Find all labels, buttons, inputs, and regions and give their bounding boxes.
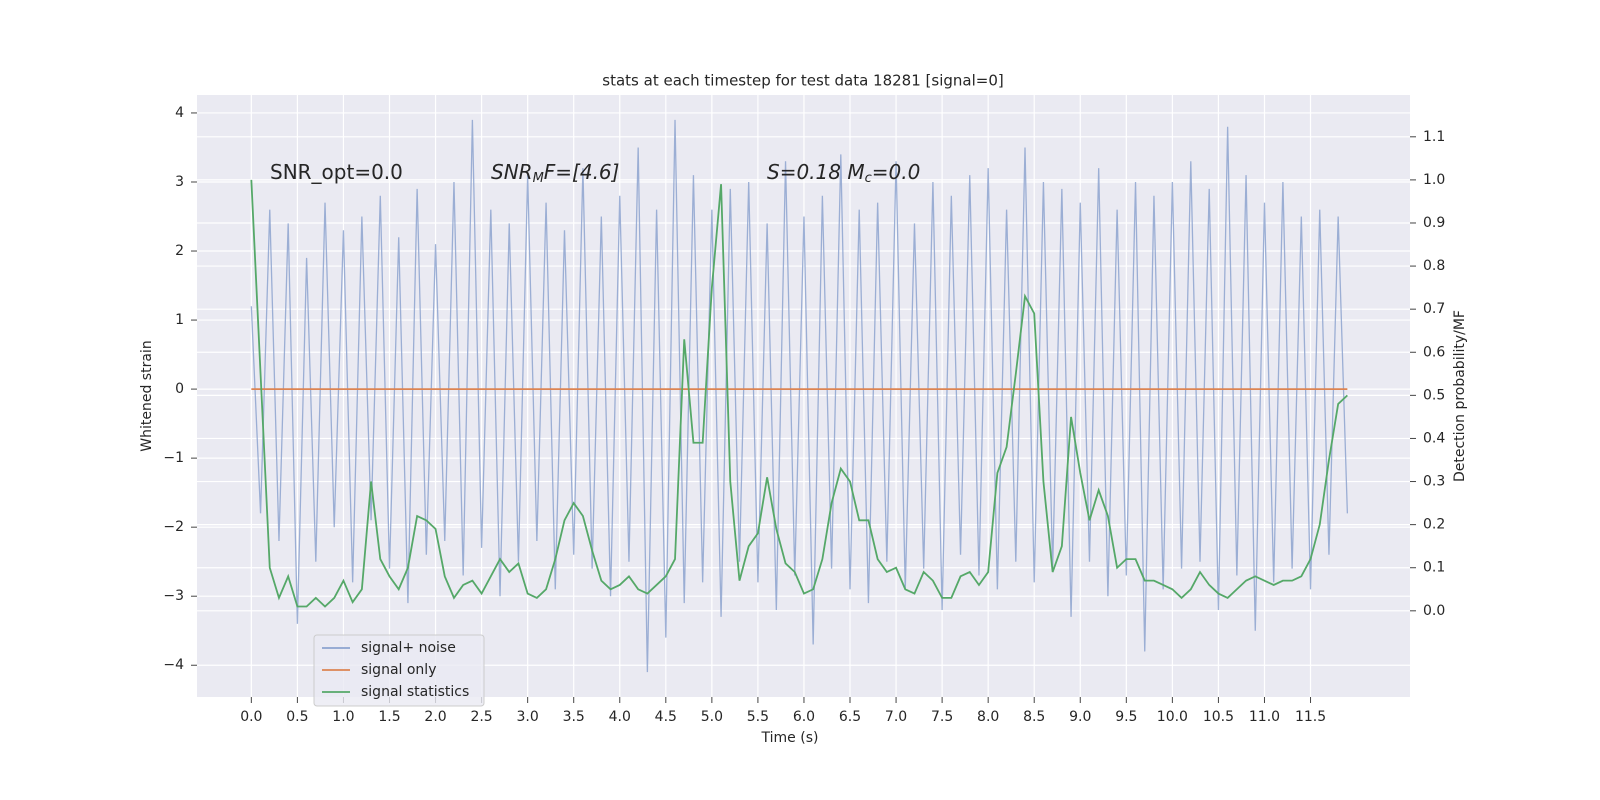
x-tick-label: 7.0 bbox=[885, 709, 907, 725]
series-line bbox=[250, 119, 1349, 673]
x-tick-label: 4.0 bbox=[609, 709, 631, 725]
x-tick-label: 10.0 bbox=[1157, 709, 1188, 725]
annotation-part: =0.0 bbox=[872, 160, 921, 184]
x-tick-label: 8.0 bbox=[977, 709, 999, 725]
annotation: S=0.18 Mc=0.0 bbox=[767, 160, 920, 186]
y2-tick-label: 0.2 bbox=[1423, 517, 1445, 533]
x-tick-label: 5.0 bbox=[701, 709, 723, 725]
x-tick-label: 5.5 bbox=[747, 709, 769, 725]
legend-label: signal+ noise bbox=[361, 640, 456, 656]
y2-tick-label: 0.1 bbox=[1423, 560, 1445, 576]
y-tick-label: 3 bbox=[175, 174, 184, 190]
legend-label: signal only bbox=[361, 662, 436, 678]
x-tick-label: 2.0 bbox=[424, 709, 446, 725]
x-tick-label: 8.5 bbox=[1023, 709, 1045, 725]
chart-title: stats at each timestep for test data 182… bbox=[602, 72, 1003, 90]
x-tick-label: 0.5 bbox=[286, 709, 308, 725]
y2-tick-label: 0.4 bbox=[1423, 430, 1445, 446]
y2-tick-label: 1.1 bbox=[1423, 129, 1445, 145]
annotation-part: SNR_opt=0.0 bbox=[270, 160, 403, 184]
x-tick-label: 3.5 bbox=[563, 709, 585, 725]
annotation-subscript: c bbox=[865, 171, 872, 186]
x-tick-label: 11.0 bbox=[1249, 709, 1280, 725]
y-tick-label: −3 bbox=[163, 588, 184, 604]
annotation-part: F=[4.6] bbox=[544, 160, 620, 184]
x-tick-label: 10.5 bbox=[1203, 709, 1234, 725]
x-tick-label: 0.0 bbox=[240, 709, 262, 725]
y2-tick-label: 1.0 bbox=[1423, 172, 1445, 188]
y-tick-label: 4 bbox=[175, 105, 184, 121]
y2-tick-label: 0.5 bbox=[1423, 387, 1445, 403]
y2-tick-label: 0.9 bbox=[1423, 215, 1445, 231]
annotation: SNR_opt=0.0 bbox=[270, 160, 403, 184]
x-tick-label: 2.5 bbox=[470, 709, 492, 725]
annotation: SNRMF=[4.6] bbox=[491, 160, 619, 186]
y-tick-label: 1 bbox=[175, 312, 184, 328]
annotation-part: SNR bbox=[491, 160, 533, 184]
x-tick-label: 3.0 bbox=[517, 709, 539, 725]
y-tick-label: 2 bbox=[175, 243, 184, 259]
annotation-part: S=0.18 M bbox=[767, 160, 865, 184]
x-tick-label: 9.0 bbox=[1069, 709, 1091, 725]
legend-box bbox=[313, 634, 485, 707]
x-tick-label: 4.5 bbox=[655, 709, 677, 725]
y-axis-label: Whitened strain bbox=[139, 340, 155, 451]
y-tick-label: 0 bbox=[175, 381, 184, 397]
legend-label: signal statistics bbox=[361, 684, 469, 700]
x-tick-label: 6.0 bbox=[793, 709, 815, 725]
annotation-subscript: M bbox=[533, 171, 544, 186]
y2-tick-label: 0.7 bbox=[1423, 301, 1445, 317]
y2-tick-label: 0.0 bbox=[1423, 603, 1445, 619]
x-tick-label: 11.5 bbox=[1295, 709, 1326, 725]
x-tick-label: 1.5 bbox=[378, 709, 400, 725]
x-tick-label: 1.0 bbox=[332, 709, 354, 725]
series-line bbox=[250, 179, 1348, 608]
y2-tick-label: 0.3 bbox=[1423, 474, 1445, 490]
y2-axis-label: Detection probability/MF bbox=[1452, 310, 1468, 482]
y-tick-label: −2 bbox=[163, 519, 184, 535]
x-tick-label: 7.5 bbox=[931, 709, 953, 725]
y2-tick-label: 0.8 bbox=[1423, 258, 1445, 274]
y-tick-label: −4 bbox=[163, 657, 184, 673]
y-tick-label: −1 bbox=[163, 450, 184, 466]
x-axis-label: Time (s) bbox=[761, 730, 819, 746]
x-tick-label: 6.5 bbox=[839, 709, 861, 725]
y2-tick-label: 0.6 bbox=[1423, 344, 1445, 360]
x-tick-label: 9.5 bbox=[1115, 709, 1137, 725]
